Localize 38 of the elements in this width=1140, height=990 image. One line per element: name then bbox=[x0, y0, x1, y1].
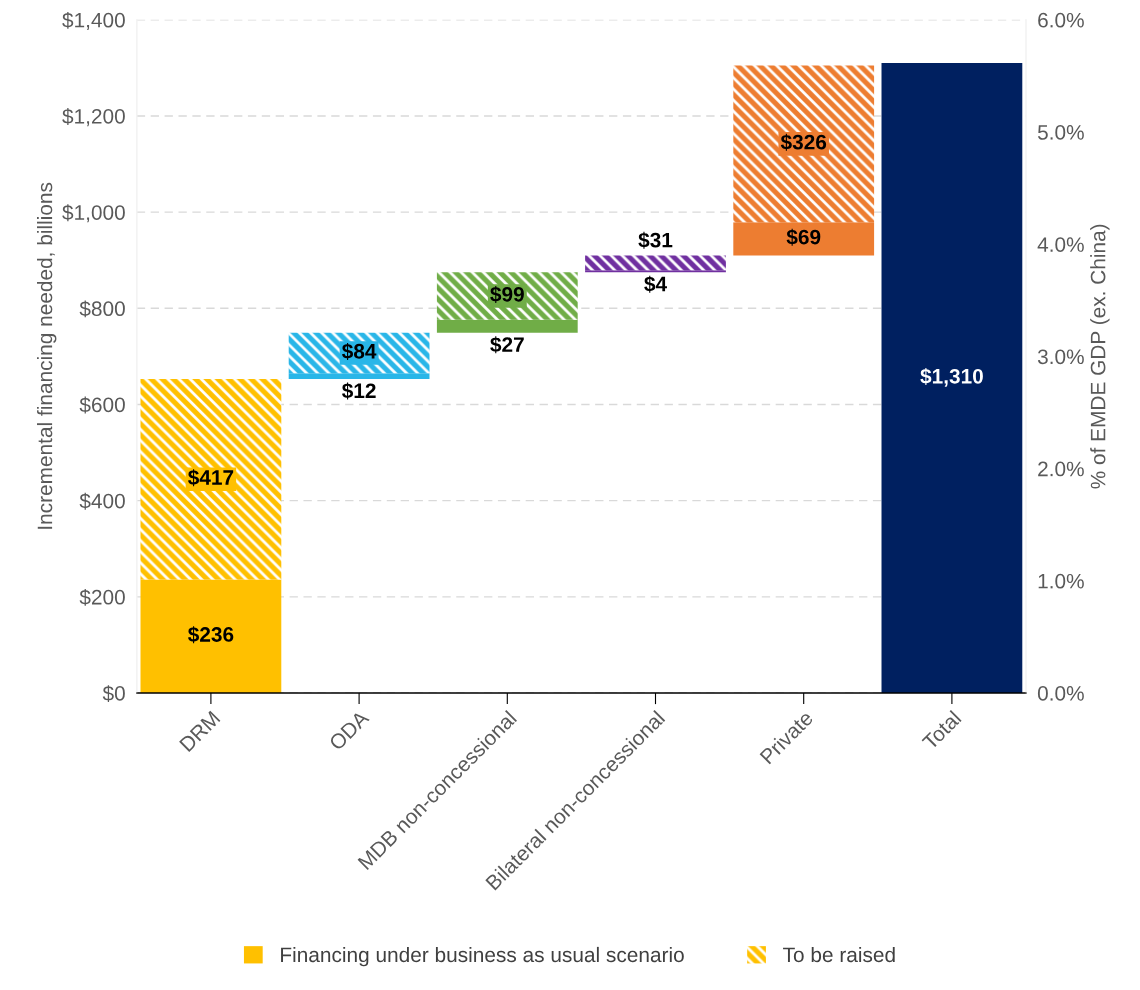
y-tick-label: $1,000 bbox=[62, 204, 125, 223]
legend-label: Financing under business as usual scenario bbox=[281, 946, 684, 967]
y2-axis-title: % of EMDE GDP (ex. China) bbox=[1090, 224, 1110, 489]
legend-label: To be raised bbox=[783, 946, 895, 963]
data-label: $27 bbox=[490, 336, 524, 354]
data-label: $1,310 bbox=[920, 367, 983, 387]
data-label: $69 bbox=[786, 228, 821, 246]
y-tick-label: $200 bbox=[79, 588, 125, 606]
y2-tick-label: 1.0% bbox=[1038, 573, 1084, 589]
y-tick-label: $1,200 bbox=[62, 108, 125, 127]
bar bbox=[140, 579, 282, 693]
data-label: $4 bbox=[644, 275, 667, 293]
data-label: $99 bbox=[490, 285, 524, 303]
y2-tick-label: 6.0% bbox=[1038, 12, 1084, 28]
y-tick-label: $0 bbox=[102, 685, 125, 702]
bar bbox=[733, 222, 875, 256]
data-label: $236 bbox=[188, 626, 234, 644]
data-label: $12 bbox=[342, 382, 376, 400]
y-tick-label: $1,400 bbox=[62, 11, 125, 31]
y2-tick-label: 0.0% bbox=[1037, 686, 1084, 701]
bar bbox=[733, 65, 875, 223]
y2-tick-label: 5.0% bbox=[1037, 125, 1084, 140]
bar bbox=[288, 373, 430, 379]
bar bbox=[140, 379, 282, 580]
y2-tick-label: 2.0% bbox=[1038, 461, 1084, 477]
y-tick-label: $800 bbox=[79, 300, 125, 318]
y-axis-title: Incremental financing needed, billions bbox=[37, 182, 57, 529]
data-label: $84 bbox=[342, 342, 377, 360]
data-label: $417 bbox=[188, 469, 234, 487]
bar bbox=[881, 63, 1023, 693]
y2-tick-label: 4.0% bbox=[1037, 237, 1084, 252]
bar bbox=[585, 255, 726, 271]
bar bbox=[436, 319, 578, 333]
y-tick-label: $600 bbox=[79, 396, 125, 414]
data-label: $31 bbox=[638, 231, 673, 249]
data-label: $326 bbox=[780, 133, 827, 151]
y-tick-label: $400 bbox=[79, 492, 125, 510]
y2-tick-label: 3.0% bbox=[1037, 349, 1084, 365]
